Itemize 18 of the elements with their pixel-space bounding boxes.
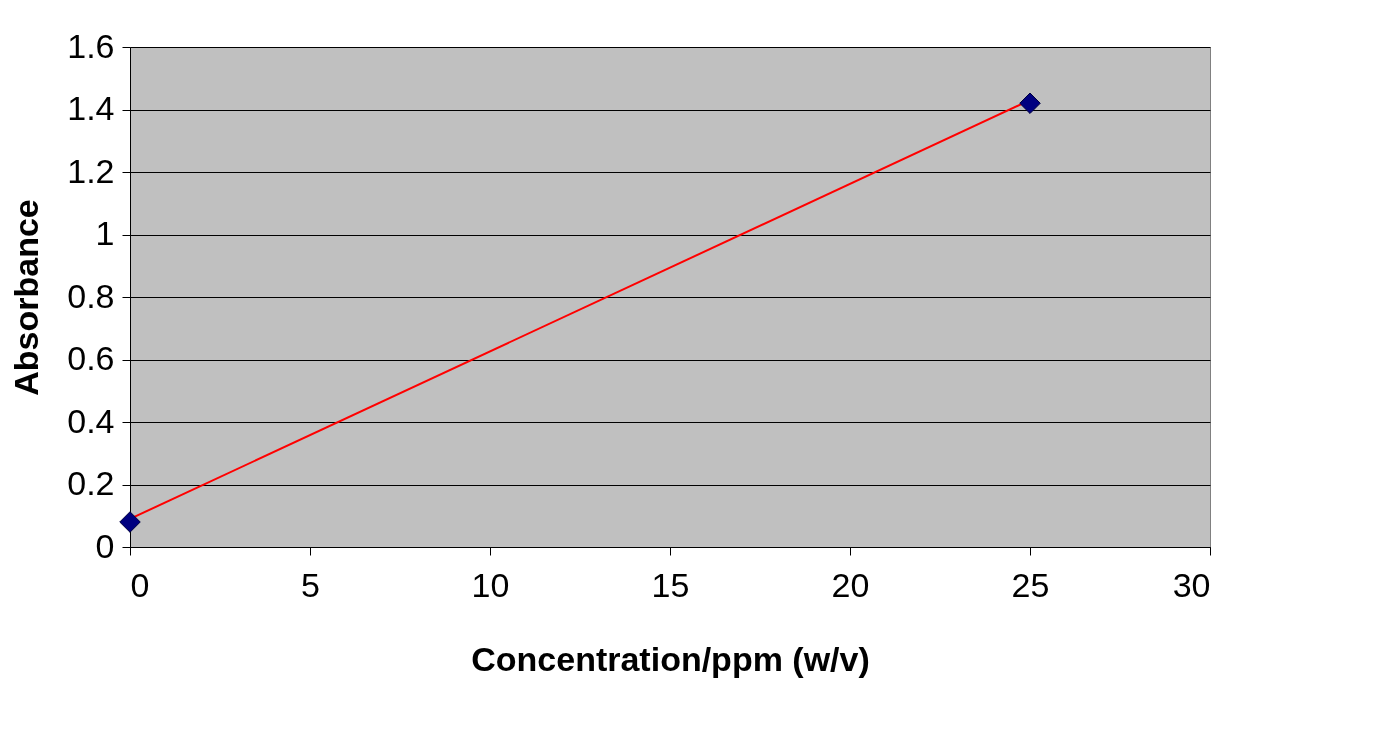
y-tick-label: 0.2 [67, 464, 115, 502]
y-tick-label: 1 [95, 214, 115, 252]
x-tick-label: 0 [130, 565, 150, 604]
x-tick-label: 30 [1172, 565, 1211, 604]
x-axis-title: Concentration/ppm (w/v) [471, 639, 870, 678]
y-tick-label: 1.6 [67, 26, 115, 65]
x-tick-label: 10 [471, 565, 510, 604]
x-tick-label: 5 [301, 565, 320, 604]
y-tick-label: 0 [95, 526, 115, 565]
y-tick-label: 1.4 [67, 89, 115, 127]
y-tick-label: 0.4 [67, 401, 115, 440]
y-tick-label: 0.6 [67, 339, 115, 377]
x-tick-label: 15 [651, 565, 690, 604]
x-tick-label: 25 [1011, 565, 1050, 604]
y-axis-title: Absorbance [7, 199, 46, 396]
y-tick-label: 1.2 [67, 151, 115, 190]
x-tick-label: 20 [831, 565, 870, 604]
y-tick-label: 0.8 [67, 276, 115, 315]
